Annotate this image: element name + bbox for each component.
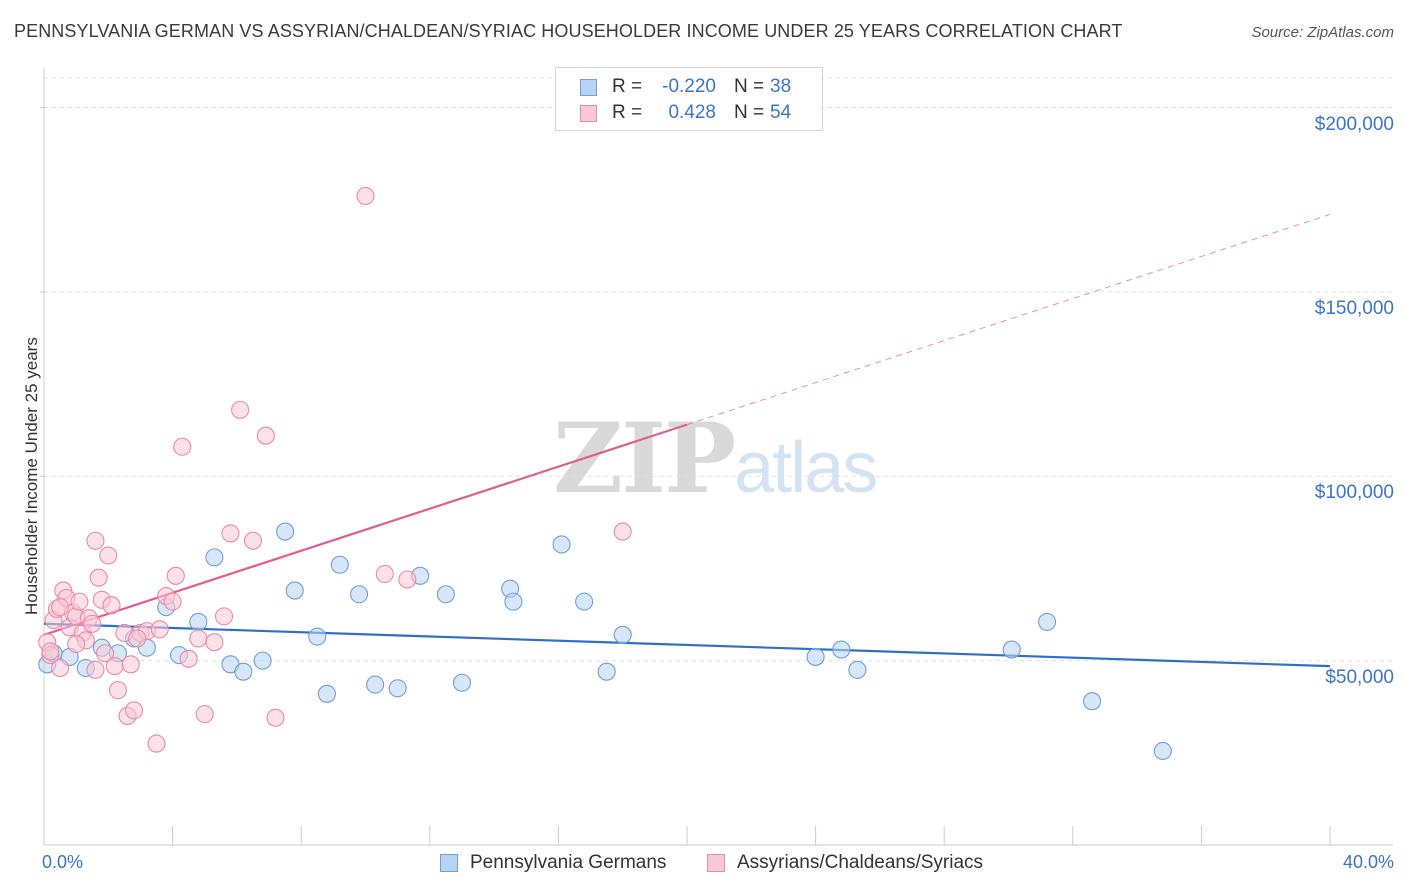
data-point-pennsylvania — [317, 684, 336, 703]
data-point-assyrian — [86, 660, 105, 679]
y-tick-label: $200,000 — [1314, 113, 1394, 135]
data-point-pennsylvania — [552, 535, 571, 554]
data-point-assyrian — [356, 186, 375, 206]
trend-line-0 — [43, 622, 1331, 668]
data-point-pennsylvania — [189, 612, 208, 631]
data-point-assyrian — [266, 708, 285, 727]
data-point-pennsylvania — [436, 585, 455, 604]
chart-title: PENNSYLVANIA GERMAN VS ASSYRIAN/CHALDEAN… — [14, 21, 1123, 41]
legend-r-label: R = — [612, 102, 643, 123]
data-point-pennsylvania — [1038, 612, 1057, 631]
data-point-pennsylvania — [350, 585, 369, 604]
data-point-pennsylvania — [1083, 692, 1102, 711]
data-point-assyrian — [243, 531, 263, 550]
axes — [40, 68, 1393, 846]
data-point-pennsylvania — [832, 640, 851, 659]
data-point-assyrian — [128, 629, 147, 648]
legend-n-value: 38 — [770, 76, 792, 97]
data-point-assyrian — [51, 658, 70, 678]
legend-r-label: R = — [612, 76, 643, 97]
data-point-assyrian — [86, 531, 105, 550]
data-point-assyrian — [150, 620, 169, 639]
legend-r-value: 0.428 — [668, 102, 716, 123]
y-axis-label-wrap: Householder Income Under 25 years — [4, 337, 44, 615]
legend-n-label: N = — [734, 76, 765, 97]
data-point-assyrian — [166, 566, 185, 585]
data-point-assyrian — [231, 400, 250, 419]
data-point-pennsylvania — [806, 647, 825, 666]
data-point-pennsylvania — [330, 555, 349, 574]
data-point-assyrian — [195, 705, 214, 724]
data-point-assyrian — [96, 644, 115, 663]
data-point-assyrian — [214, 607, 234, 626]
data-point-pennsylvania — [597, 662, 616, 681]
legend-swatch-pink — [580, 105, 597, 122]
series-name: Assyrians/Chaldeans/Syriacs — [737, 852, 984, 873]
legend-n-value: 54 — [770, 102, 792, 123]
data-point-pennsylvania — [848, 660, 867, 679]
source-label: Source: ZipAtlas.com — [1251, 24, 1394, 41]
data-point-assyrian — [108, 681, 127, 700]
data-point-assyrian — [102, 596, 121, 615]
data-point-pennsylvania — [1002, 640, 1021, 659]
series-swatch-pink — [707, 854, 725, 872]
data-point-assyrian — [70, 592, 89, 611]
data-point-pennsylvania — [308, 627, 327, 646]
x-tick-label-min: 0.0% — [42, 852, 84, 872]
data-point-assyrian — [105, 657, 124, 676]
data-point-assyrian — [83, 614, 102, 633]
y-tick-label: $150,000 — [1314, 297, 1394, 319]
data-points — [38, 186, 1172, 761]
series-name: Pennsylvania Germans — [470, 852, 667, 873]
data-point-pennsylvania — [234, 662, 253, 681]
data-point-assyrian — [163, 592, 182, 611]
data-point-pennsylvania — [276, 522, 295, 541]
y-tick-label: $100,000 — [1314, 482, 1394, 504]
data-point-pennsylvania — [452, 673, 472, 692]
data-point-pennsylvania — [504, 592, 523, 611]
data-point-pennsylvania — [366, 675, 385, 694]
x-tick-label-max: 40.0% — [1342, 852, 1394, 872]
stats-legend: R = -0.220 N = 38 R = 0.428 N = 54 — [555, 67, 823, 131]
data-point-assyrian — [179, 649, 198, 668]
data-point-assyrian — [189, 629, 208, 648]
legend-n-label: N = — [734, 102, 765, 123]
data-point-assyrian — [398, 570, 417, 589]
data-point-assyrian — [51, 598, 70, 617]
trend-line-extension-1 — [686, 213, 1331, 426]
data-point-assyrian — [613, 522, 632, 541]
data-point-pennsylvania — [1153, 741, 1172, 761]
data-point-pennsylvania — [388, 679, 407, 698]
trend-line-1 — [43, 423, 688, 636]
watermark-atlas: atlas — [734, 428, 878, 508]
data-point-assyrian — [89, 568, 108, 587]
data-point-assyrian — [124, 701, 144, 720]
data-point-assyrian — [221, 524, 240, 543]
grid-lines — [44, 77, 1393, 662]
data-point-assyrian — [99, 546, 118, 565]
trend-lines — [43, 213, 1331, 668]
y-axis-label: Householder Income Under 25 years — [22, 337, 41, 615]
legend-r-value: -0.220 — [662, 76, 716, 97]
data-point-assyrian — [375, 564, 394, 584]
data-point-pennsylvania — [253, 651, 272, 670]
data-point-assyrian — [173, 437, 192, 456]
data-point-assyrian — [205, 633, 224, 652]
data-point-assyrian — [67, 634, 86, 654]
data-point-pennsylvania — [613, 625, 632, 644]
data-point-assyrian — [147, 734, 166, 753]
y-tick-label: $50,000 — [1325, 666, 1394, 688]
series-swatch-blue — [440, 854, 458, 872]
data-point-assyrian — [121, 655, 140, 674]
data-point-assyrian — [41, 642, 60, 661]
data-point-pennsylvania — [575, 592, 594, 611]
data-point-pennsylvania — [205, 548, 224, 567]
data-point-assyrian — [256, 426, 275, 445]
legend-swatch-blue — [580, 79, 597, 96]
data-point-pennsylvania — [285, 581, 304, 600]
